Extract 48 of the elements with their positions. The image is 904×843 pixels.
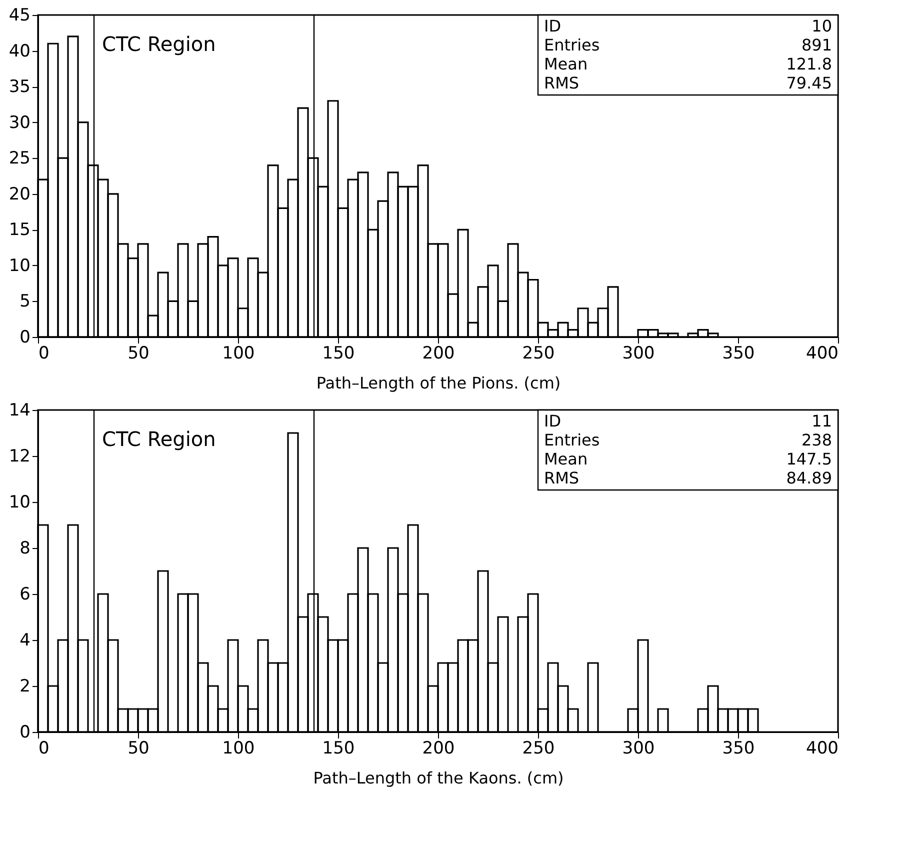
y-tick-label: 0 bbox=[20, 722, 30, 742]
x-axis-title: Path–Length of the Pions. (cm) bbox=[316, 374, 561, 392]
y-tick-label: 8 bbox=[20, 538, 30, 558]
text: Entries 238 bbox=[544, 430, 832, 450]
y-tick-label: 14 bbox=[8, 400, 30, 420]
x-tick-label: 150 bbox=[322, 738, 355, 758]
y-tick-label: 35 bbox=[8, 77, 30, 98]
y-tick-label: 0 bbox=[20, 328, 30, 348]
text: ID 11 bbox=[544, 412, 832, 430]
y-tick-label: 4 bbox=[20, 630, 30, 650]
y-tick-label: 40 bbox=[8, 41, 30, 62]
x-tick-label: 200 bbox=[422, 738, 455, 758]
x-tick-label: 400 bbox=[806, 738, 838, 758]
annotation: CTC Region bbox=[102, 427, 216, 451]
y-tick-label: 2 bbox=[20, 676, 30, 696]
x-tick-label: 150 bbox=[322, 344, 355, 364]
x-axis-title: Path–Length of the Kaons. (cm) bbox=[313, 768, 564, 788]
text: Mean 121.8 bbox=[544, 54, 832, 74]
x-tick-label: 300 bbox=[622, 738, 655, 758]
x-tick-label: 50 bbox=[128, 344, 150, 364]
x-tick-label: 0 bbox=[38, 344, 50, 364]
y-tick-label: 10 bbox=[8, 256, 30, 276]
text: Mean 147.5 bbox=[544, 450, 832, 468]
x-tick-label: 100 bbox=[222, 344, 255, 364]
text: RMS 79.45 bbox=[544, 74, 832, 92]
y-tick-label: 10 bbox=[8, 492, 30, 512]
y-tick-label: 20 bbox=[8, 184, 30, 204]
x-tick-label: 50 bbox=[128, 738, 150, 758]
x-tick-label: 350 bbox=[722, 738, 755, 758]
x-tick-label: 100 bbox=[222, 738, 255, 758]
y-tick-label: 12 bbox=[8, 446, 30, 466]
x-tick-label: 250 bbox=[522, 344, 555, 364]
text: RMS 84.89 bbox=[544, 468, 832, 488]
y-tick-label: 15 bbox=[8, 220, 30, 240]
y-tick-label: 30 bbox=[8, 112, 30, 133]
y-tick-label: 6 bbox=[20, 584, 30, 604]
x-tick-label: 0 bbox=[38, 738, 50, 758]
y-tick-label: 5 bbox=[20, 292, 30, 312]
y-tick-label: 45 bbox=[8, 6, 30, 26]
x-tick-label: 250 bbox=[522, 738, 555, 758]
x-tick-label: 400 bbox=[806, 344, 838, 364]
y-tick-label: 25 bbox=[8, 148, 30, 169]
text: ID 10 bbox=[544, 16, 832, 36]
x-tick-label: 200 bbox=[422, 344, 455, 364]
text: Entries 891 bbox=[544, 36, 832, 54]
annotation: CTC Region bbox=[102, 32, 216, 56]
x-tick-label: 350 bbox=[722, 344, 755, 364]
x-tick-label: 300 bbox=[622, 344, 655, 364]
